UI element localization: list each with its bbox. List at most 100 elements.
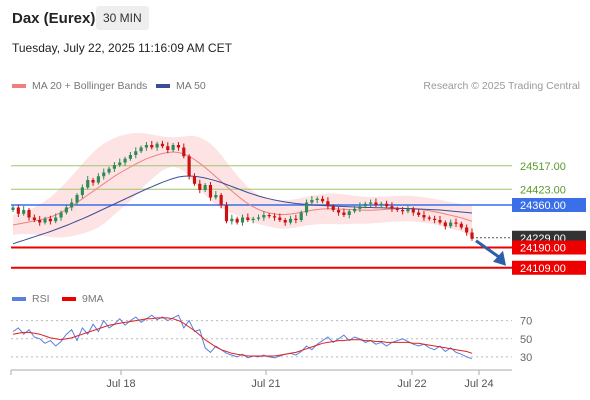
candle-body: [433, 218, 437, 220]
candle-body: [352, 208, 357, 212]
candle-body: [86, 180, 90, 188]
forecast-arrow-head: [493, 250, 506, 266]
candle-body: [155, 143, 159, 148]
candle-body: [54, 217, 58, 222]
candle-body: [150, 145, 154, 148]
candle-body: [470, 232, 474, 239]
candle-body: [438, 220, 442, 223]
candle-body: [208, 185, 213, 198]
rsi-line: [12, 314, 473, 360]
candle-body: [96, 176, 100, 183]
x-tick-label-1: Jul 21: [251, 378, 280, 390]
candle-body: [230, 218, 234, 222]
level-label-0: 24517.00: [520, 161, 566, 173]
candle-body: [278, 217, 282, 220]
x-tick-label-2: Jul 22: [397, 378, 426, 390]
candle-body: [374, 202, 378, 205]
level-tag-2: [512, 198, 586, 212]
level-label-4: 24190.00: [520, 243, 566, 255]
rsi-9ma-line: [12, 317, 473, 357]
candle-body: [102, 172, 106, 177]
candle-body: [251, 218, 255, 220]
candle-body: [38, 220, 42, 223]
candle-body: [144, 145, 149, 148]
candle-body: [123, 158, 127, 163]
candle-body: [182, 147, 186, 157]
candle-body: [235, 218, 239, 223]
candle-body: [315, 198, 319, 200]
candle-body: [256, 217, 261, 219]
candle-body: [91, 180, 95, 183]
candle-body: [219, 195, 223, 205]
level-tag-4: [512, 240, 586, 255]
candle-body: [336, 210, 341, 213]
candle-body: [422, 215, 426, 218]
candle-body: [16, 207, 20, 214]
candle-body: [283, 220, 287, 223]
candle-body: [27, 210, 31, 218]
candle-body: [203, 185, 207, 190]
candle-body: [70, 202, 74, 208]
rsi-swatch: [12, 297, 26, 301]
candle-body: [379, 203, 383, 205]
candle-body: [454, 222, 458, 224]
candle-body: [198, 183, 202, 190]
candle-body: [43, 218, 47, 223]
legend-ma20: MA 20 + Bollinger Bands: [12, 80, 147, 92]
ma50-swatch: [156, 84, 170, 88]
candle-body: [465, 227, 469, 233]
candle-body: [401, 210, 405, 212]
candle-body: [347, 211, 351, 215]
candle-body: [331, 206, 335, 210]
candle-body: [299, 212, 303, 220]
candle-body: [224, 205, 229, 222]
candle-body: [369, 202, 373, 204]
forecast-arrow-shaft: [475, 239, 501, 259]
9ma-swatch: [62, 297, 76, 301]
candle-body: [59, 212, 63, 218]
level-label-2: 24360.00: [520, 200, 566, 212]
x-tick-label-0: Jul 18: [106, 378, 135, 390]
level-label-5: 24109.00: [520, 263, 566, 275]
candle-body: [107, 168, 111, 173]
legend-9ma: 9MA: [62, 293, 104, 305]
legend-ma20-label: MA 20 + Bollinger Bands: [32, 80, 148, 92]
candle-body: [11, 207, 15, 210]
level-tag-5: [512, 260, 586, 275]
candle-body: [304, 202, 309, 213]
ma50-line: [12, 175, 473, 245]
candle-body: [272, 216, 277, 218]
candle-body: [134, 151, 138, 155]
candle-body: [443, 222, 447, 227]
candle-body: [166, 146, 170, 150]
candle-body: [459, 223, 463, 228]
candle-body: [246, 217, 250, 220]
candle-body: [288, 218, 293, 223]
candle-body: [48, 218, 52, 222]
rsi-tick-label-1: 50: [520, 334, 532, 346]
candle-body: [160, 143, 165, 147]
level-label-1: 24423.00: [520, 184, 566, 196]
candle-body: [240, 217, 245, 223]
candle-body: [390, 206, 394, 209]
timeframe-badge[interactable]: 30 MIN: [96, 6, 149, 30]
credit-text: Research © 2025 Trading Central: [423, 80, 580, 92]
candle-body: [176, 145, 181, 148]
candle-body: [395, 208, 399, 210]
legend-ma50-label: MA 50: [176, 80, 206, 92]
x-tick-label-3: Jul 24: [464, 378, 493, 390]
rsi-tick-label-2: 30: [520, 352, 532, 364]
candle-body: [320, 198, 325, 202]
candle-body: [363, 203, 367, 207]
candle-body: [406, 208, 410, 212]
candle-body: [417, 212, 421, 215]
instrument-title: Dax (Eurex): [12, 10, 96, 27]
candle-body: [342, 212, 346, 215]
candle-body: [267, 215, 271, 217]
bollinger-band-area: [13, 133, 472, 238]
candle-body: [449, 222, 453, 227]
candle-body: [80, 187, 84, 195]
legend-9ma-label: 9MA: [82, 293, 104, 305]
